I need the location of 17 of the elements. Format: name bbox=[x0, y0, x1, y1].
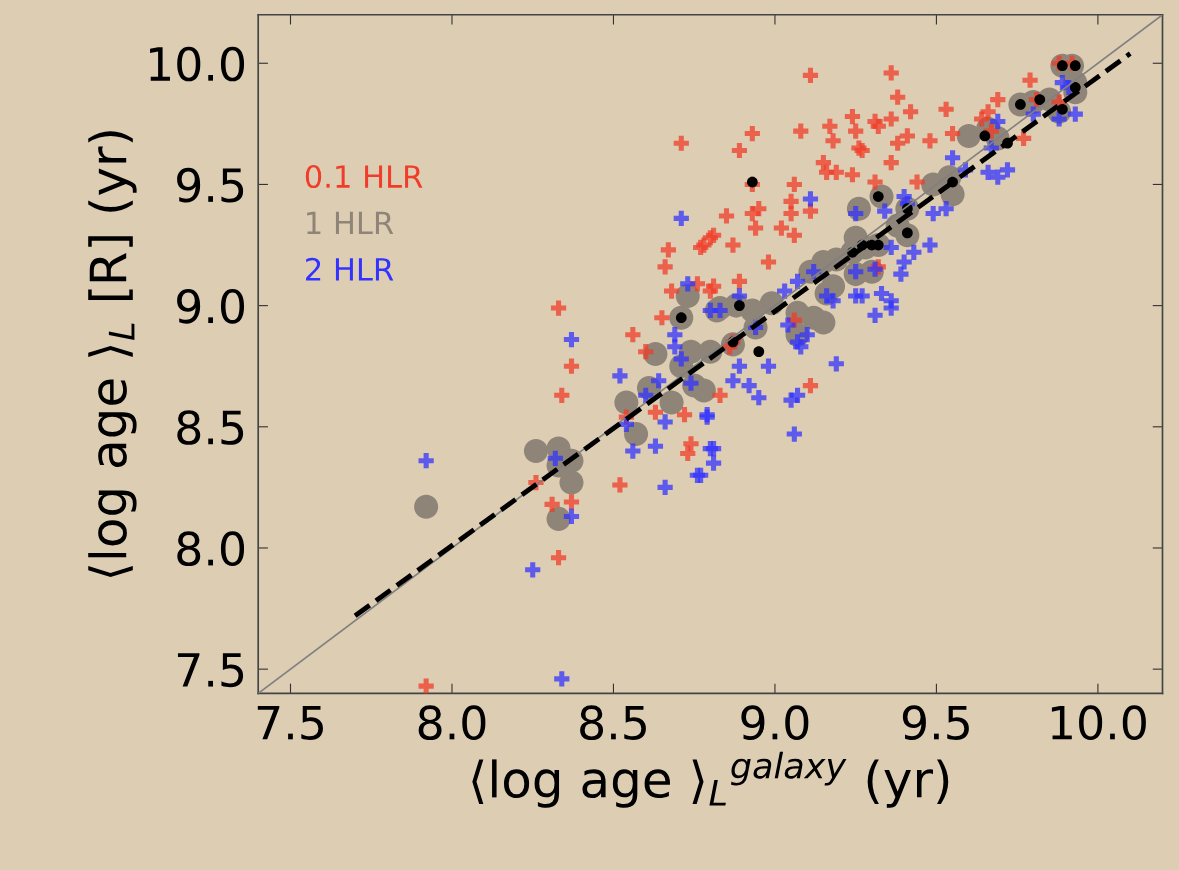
text: 2 HLR bbox=[306, 257, 394, 281]
text: 0.1 HLR bbox=[305, 164, 423, 189]
x-tick-label: 9.5 bbox=[902, 705, 969, 740]
y-tick-label: 8.0 bbox=[177, 531, 245, 567]
x-tick-label: 7.5 bbox=[257, 705, 323, 740]
y-tick-label: 8.5 bbox=[177, 410, 244, 445]
y-tick-label: 7.5 bbox=[177, 653, 244, 688]
y-tick-label: 9.0 bbox=[177, 289, 245, 324]
x-tick-label: 8.0 bbox=[418, 705, 486, 740]
x-tick-label: 9.0 bbox=[741, 705, 809, 740]
y-tick-label: 9.5 bbox=[177, 167, 244, 203]
y-tick-label: 10.0 bbox=[150, 46, 245, 82]
x-tick-label: 8.5 bbox=[580, 705, 646, 740]
text: 1 HLR bbox=[307, 211, 394, 235]
x-axis-title: ⟨log age ⟩$_{L}$$^{galaxy}$ (yr) bbox=[472, 751, 949, 808]
y-axis-title: ⟨log age ⟩$_{L}$ [R] (yr) bbox=[88, 131, 137, 578]
x-tick-label: 10.0 bbox=[1051, 705, 1146, 740]
